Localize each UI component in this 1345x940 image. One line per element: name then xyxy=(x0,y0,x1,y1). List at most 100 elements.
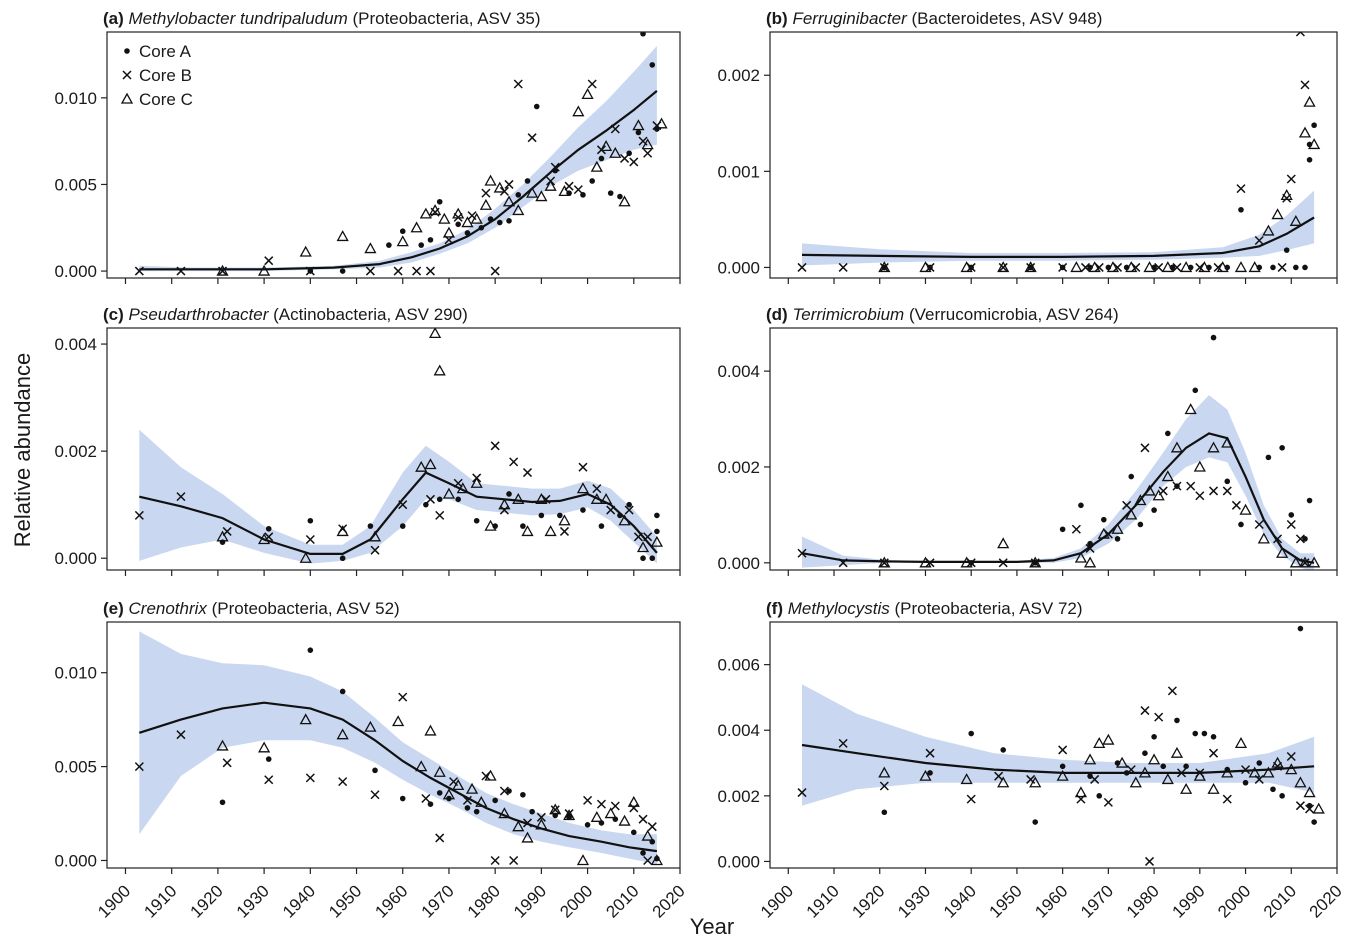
core-b-point xyxy=(1277,262,1287,272)
core-b-point xyxy=(647,822,657,832)
y-tick-label: 0.001 xyxy=(717,162,760,181)
panel-c: 0.000 0.002 0.004 (c) Pseudarthrobacter (Ac… xyxy=(54,305,681,576)
x-tick-label: 1920 xyxy=(187,881,227,921)
core-c-point xyxy=(1170,746,1184,758)
core-b-point xyxy=(305,534,315,545)
core-b-point xyxy=(122,70,132,80)
core-b-point xyxy=(1058,262,1068,272)
core-a-point xyxy=(927,770,933,776)
core-a-point xyxy=(473,517,480,524)
core-b-point xyxy=(797,788,807,798)
core-c-point xyxy=(1134,494,1147,506)
core-b-point xyxy=(1154,712,1164,722)
core-c-point xyxy=(997,537,1010,549)
core-b-point xyxy=(1071,524,1081,534)
core-a-point xyxy=(1270,786,1276,793)
core-b-point xyxy=(338,777,348,787)
core-c-point xyxy=(535,492,548,504)
core-a-point xyxy=(1210,734,1217,740)
core-c-point xyxy=(1239,503,1252,515)
core-a-point xyxy=(635,129,642,136)
core-c-point xyxy=(609,146,622,158)
core-b-point xyxy=(1236,184,1246,194)
core-c-point xyxy=(415,460,428,472)
core-c-point xyxy=(1083,556,1097,568)
core-a-point xyxy=(1201,730,1208,737)
core-b-point xyxy=(629,157,639,167)
panel-letter: (b) xyxy=(766,9,792,28)
core-c-point xyxy=(1125,508,1138,520)
y-tick-label: 0.010 xyxy=(54,89,97,108)
core-c-point xyxy=(1179,261,1193,273)
y-tick-label: 0.004 xyxy=(717,721,760,740)
core-c-point xyxy=(1207,441,1220,453)
core-a-point xyxy=(1311,819,1317,825)
core-c-point xyxy=(655,117,668,129)
core-b-point xyxy=(176,492,186,502)
panel-f: 0.000 0.002 0.004 0.006 1900 1910 1920 1930 1940… xyxy=(717,599,1345,922)
core-a-point xyxy=(1100,516,1107,523)
core-a-point xyxy=(524,178,531,184)
core-c-point xyxy=(581,88,594,100)
panel-taxon: Ferruginibacter xyxy=(792,9,911,28)
core-a-point xyxy=(265,756,272,762)
core-c-point xyxy=(960,773,973,785)
core-c-point xyxy=(120,92,134,104)
core-c-point xyxy=(336,728,349,740)
x-tick-label: 1930 xyxy=(233,881,273,921)
core-b-point xyxy=(435,833,445,843)
core-b-point xyxy=(879,781,889,791)
core-a-point xyxy=(598,155,605,162)
core-b-point xyxy=(550,805,560,815)
x-tick-label: 1940 xyxy=(940,881,980,921)
core-c-point xyxy=(558,514,571,526)
y-tick-label: 0.000 xyxy=(717,554,760,573)
panel-taxon: Pseudarthrobacter xyxy=(129,305,274,324)
core-c-point xyxy=(470,476,483,488)
core-c-point xyxy=(512,204,525,216)
core-c-point xyxy=(1193,769,1206,781)
core-b-point xyxy=(838,262,848,272)
core-c-point xyxy=(452,779,465,791)
core-c-point xyxy=(498,498,511,510)
core-c-point xyxy=(641,138,654,150)
y-tick-label: 0.000 xyxy=(54,549,97,568)
core-a-point xyxy=(1192,730,1199,737)
core-c-point xyxy=(919,769,932,781)
core-a-point xyxy=(1293,264,1299,271)
core-c-point xyxy=(1179,782,1193,794)
plot-frame xyxy=(106,327,681,571)
core-c-point xyxy=(1161,470,1174,482)
core-b-point xyxy=(925,748,935,758)
core-b-point xyxy=(176,730,186,740)
core-c-point xyxy=(484,519,497,531)
core-a-point xyxy=(589,178,596,184)
core-a-point xyxy=(1174,717,1180,724)
core-a-point xyxy=(640,555,646,562)
core-a-point xyxy=(617,193,623,200)
core-c-point xyxy=(415,760,428,772)
core-c-point xyxy=(1143,261,1156,273)
core-c-point xyxy=(484,174,497,186)
core-a-point xyxy=(630,829,637,836)
core-c-point xyxy=(1147,753,1161,765)
core-b-point xyxy=(559,526,570,536)
core-b-point xyxy=(620,153,630,163)
core-c-point xyxy=(1271,756,1284,768)
core-a-point xyxy=(1165,430,1171,437)
confidence-band xyxy=(139,45,657,272)
core-c-point xyxy=(461,216,474,228)
core-b-point xyxy=(879,262,889,272)
smooth-line xyxy=(801,432,1315,564)
core-a-point xyxy=(881,809,888,816)
core-c-point xyxy=(1102,733,1115,745)
core-b-point xyxy=(499,786,509,796)
core-c-point xyxy=(1308,138,1321,150)
core-b-point xyxy=(1254,519,1264,530)
core-c-point xyxy=(470,212,483,224)
x-tick-label: 1930 xyxy=(894,881,934,921)
core-c-point xyxy=(650,854,663,866)
core-c-point xyxy=(336,230,349,242)
core-c-point xyxy=(410,221,423,233)
x-axis-title: Year xyxy=(690,914,734,939)
